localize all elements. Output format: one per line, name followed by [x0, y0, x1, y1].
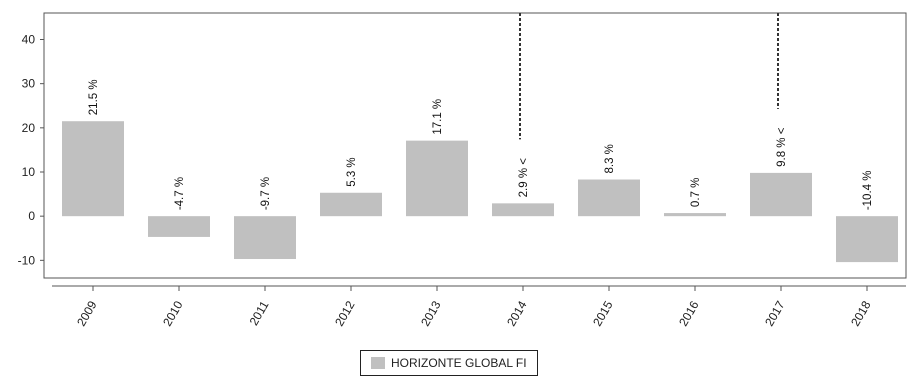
x-tick-label: 2014	[504, 298, 530, 328]
y-tick-label: 10	[22, 165, 36, 179]
legend-swatch	[371, 357, 385, 369]
data-label: -4.7 %	[174, 177, 186, 210]
x-tick-label: 2015	[590, 298, 616, 328]
x-tick-label: 2010	[160, 298, 186, 328]
data-label: 8.3 %	[604, 144, 616, 173]
y-tick-label: 30	[22, 77, 36, 91]
data-label: -10.4 %	[862, 171, 874, 211]
bar	[234, 216, 296, 260]
bar	[836, 216, 898, 263]
data-label: -9.7 %	[260, 177, 272, 210]
x-tick-label: 2018	[848, 298, 874, 328]
bar	[492, 203, 554, 217]
legend-label: HORIZONTE GLOBAL FI	[391, 356, 527, 370]
x-tick-label: 2017	[762, 298, 788, 328]
bar	[62, 121, 124, 217]
x-tick-label: 2013	[418, 298, 444, 328]
y-tick-label: -10	[18, 253, 36, 267]
x-tick-label: 2016	[676, 298, 702, 328]
bar	[406, 140, 468, 217]
x-tick-label: 2011	[247, 298, 272, 328]
x-tick-label: 2012	[332, 298, 358, 328]
y-tick-label: 40	[22, 33, 36, 47]
data-label: 5.3 %	[346, 157, 358, 186]
data-label: 2.9 % <	[518, 158, 530, 198]
data-label: 0.7 %	[690, 178, 702, 207]
legend: HORIZONTE GLOBAL FI	[360, 350, 538, 376]
bar	[578, 179, 640, 217]
x-tick-label: 2009	[74, 298, 100, 328]
bar	[148, 216, 210, 237]
bar	[750, 172, 812, 217]
data-label: 21.5 %	[88, 79, 100, 115]
data-label: 9.8 % <	[776, 127, 788, 167]
y-tick-label: 0	[28, 209, 35, 223]
data-label: 17.1 %	[432, 99, 444, 135]
bar	[320, 192, 382, 217]
plot-frame	[43, 12, 907, 279]
y-tick-label: 20	[22, 121, 36, 135]
bar	[664, 213, 726, 217]
